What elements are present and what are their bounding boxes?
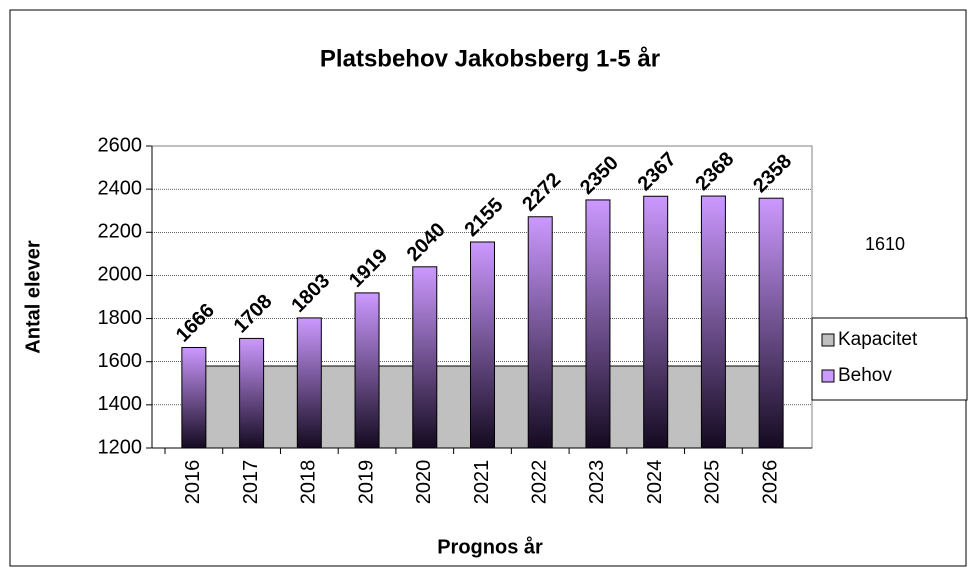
y-tick-label: 2400 xyxy=(98,177,143,199)
y-tick-label: 2000 xyxy=(98,264,143,286)
bar xyxy=(700,195,726,449)
bar xyxy=(239,337,265,449)
bar xyxy=(758,197,784,449)
bar xyxy=(354,292,380,449)
x-tick-label: 2021 xyxy=(471,460,493,505)
bar xyxy=(527,216,553,449)
annotation: 1610 xyxy=(865,234,905,254)
y-tick-label: 2600 xyxy=(98,134,143,156)
x-tick-label: 2026 xyxy=(759,460,781,505)
legend-label: Kapacitet xyxy=(838,329,918,350)
x-axis-label: Prognos år xyxy=(437,535,543,558)
x-tick-label: 2018 xyxy=(298,460,320,505)
x-tick-label: 2020 xyxy=(413,460,435,505)
x-tick-label: 2019 xyxy=(355,460,377,505)
y-tick-label: 1600 xyxy=(98,350,143,372)
bar xyxy=(585,199,611,449)
bar xyxy=(643,195,669,449)
bar xyxy=(412,266,438,449)
chart-title: Platsbehov Jakobsberg 1-5 år xyxy=(320,45,660,72)
bar xyxy=(181,346,207,449)
x-tick-label: 2024 xyxy=(644,460,666,505)
legend-swatch xyxy=(821,369,835,383)
legend-box xyxy=(811,317,968,401)
bar xyxy=(470,241,495,449)
y-tick-label: 1200 xyxy=(98,436,143,458)
bar xyxy=(296,317,322,449)
x-tick-label: 2023 xyxy=(586,460,608,505)
y-tick-label: 1800 xyxy=(98,307,143,329)
x-tick-label: 2017 xyxy=(240,460,262,505)
legend: Kapacitet Behov xyxy=(811,317,968,401)
x-tick-label: 2016 xyxy=(182,460,204,505)
y-tick-label: 2200 xyxy=(98,221,143,243)
x-tick-label: 2025 xyxy=(702,460,724,505)
legend-label: Behov xyxy=(838,365,892,386)
y-axis-label: Antal elever xyxy=(22,240,44,354)
y-tick-label: 1400 xyxy=(98,393,143,415)
legend-swatch xyxy=(821,333,835,347)
x-tick-label: 2022 xyxy=(529,460,551,505)
